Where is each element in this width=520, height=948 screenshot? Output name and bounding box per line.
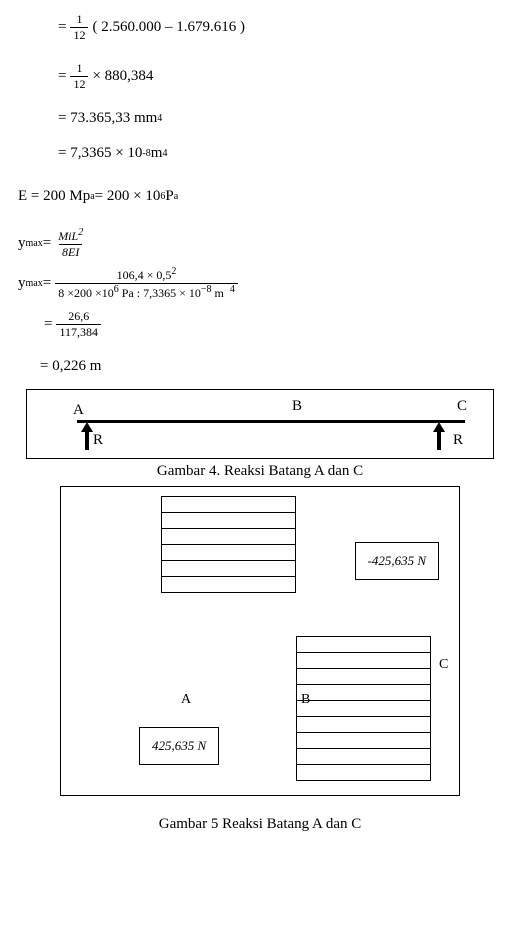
label-A: A xyxy=(73,402,84,419)
arrow-up-right-icon xyxy=(433,422,445,450)
ymax1-frac: MiL2 8EI xyxy=(55,227,86,260)
eq-ymax1: ymax = MiL2 8EI xyxy=(18,227,502,260)
eq-1-rhs: ( 2.560.000 – 1.679.616 ) xyxy=(92,19,245,36)
arrow-up-left-icon xyxy=(81,422,93,450)
eq-3: = 73.365,33 mm4 xyxy=(18,110,502,127)
label-R-right: R xyxy=(453,432,463,449)
figure-4-caption: Gambar 4. Reaksi Batang A dan C xyxy=(18,463,502,480)
eq-1: = 1 12 ( 2.560.000 – 1.679.616 ) xyxy=(18,12,502,43)
figure-5-shear: -425,635 N A B C 425,635 N xyxy=(60,486,460,796)
eq-2: = 1 12 × 880,384 xyxy=(18,61,502,92)
value-box-negative: -425,635 N xyxy=(355,542,440,580)
upper-bar-stack xyxy=(161,497,296,593)
fig5-label-C: C xyxy=(439,657,448,673)
fig5-label-A: A xyxy=(181,692,191,708)
figure-4-beam: A B C R R xyxy=(26,389,494,459)
ymax2-frac: 106,4 × 0,52 8 ×200 ×106 Pa : 7,3365 × 1… xyxy=(55,266,238,301)
label-R-left: R xyxy=(93,432,103,449)
fig5-label-B: B xyxy=(301,692,310,708)
label-C: C xyxy=(457,398,467,415)
eq-1-lhs: = xyxy=(58,19,66,36)
value-box-positive: 425,635 N xyxy=(139,727,219,765)
figure-5-caption: Gambar 5 Reaksi Batang A dan C xyxy=(18,816,502,833)
eq-ymax2: ymax = 106,4 × 0,52 8 ×200 ×106 Pa : 7,3… xyxy=(18,266,502,301)
label-B: B xyxy=(292,398,302,415)
ymax3-frac: 26,6 117,384 xyxy=(56,309,101,340)
eq-1-frac: 1 12 xyxy=(70,12,88,43)
eq-E: E = 200 Mpa = 200 × 106 Pa xyxy=(18,188,502,205)
eq-ymax3: = 26,6 117,384 xyxy=(18,309,502,340)
eq-ymax4: = 0,226 m xyxy=(18,358,502,375)
eq-2-frac: 1 12 xyxy=(70,61,88,92)
beam-line xyxy=(77,420,465,423)
eq-4: = 7,3365 × 10-8 m4 xyxy=(18,145,502,162)
lower-bar-stack xyxy=(296,637,431,781)
